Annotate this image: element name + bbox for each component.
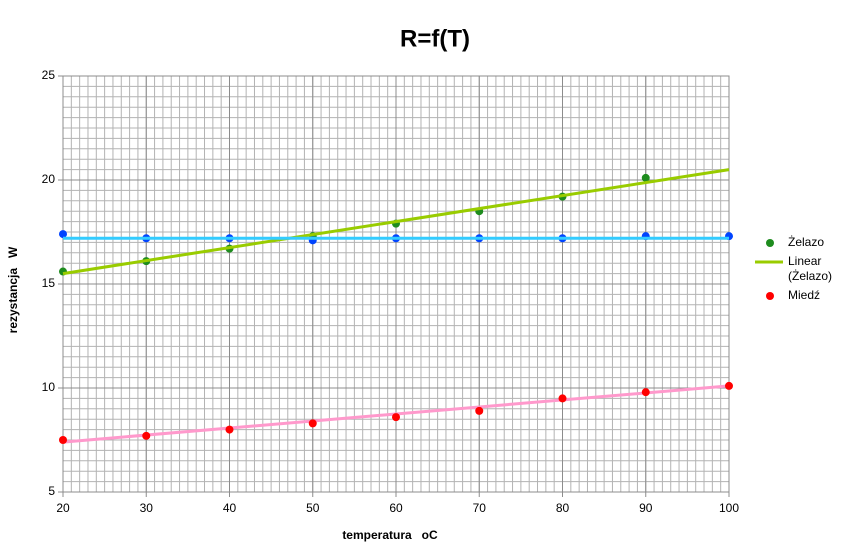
x-axis-label: temperatura oC — [342, 528, 438, 542]
x-tick-label: 50 — [306, 501, 320, 515]
legend-label: Miedź — [788, 288, 820, 302]
data-point — [59, 230, 67, 239]
y-axis-label: rezystancja W — [6, 246, 20, 333]
x-tick-label: 30 — [140, 501, 154, 515]
data-point — [225, 425, 234, 434]
data-point — [725, 381, 733, 390]
x-tick-label: 40 — [223, 501, 237, 515]
data-point — [558, 394, 567, 403]
y-tick-label: 5 — [48, 484, 55, 498]
data-point — [641, 388, 650, 397]
y-tick-label: 25 — [42, 68, 56, 82]
data-point — [308, 419, 317, 428]
x-tick-label: 80 — [556, 501, 570, 515]
y-tick-label: 15 — [42, 276, 56, 290]
x-tick-label: 20 — [56, 501, 70, 515]
data-point — [59, 436, 67, 444]
data-point — [392, 413, 400, 422]
x-tick-label: 90 — [639, 501, 653, 515]
chart-title: R=f(T) — [400, 25, 470, 52]
legend-label: Linear (Żelazo) — [788, 254, 832, 283]
data-point — [142, 431, 151, 440]
x-tick-label: 100 — [719, 501, 739, 515]
y-tick-label: 10 — [42, 380, 56, 394]
plot-frame — [62, 75, 730, 493]
data-point — [641, 173, 650, 182]
data-point — [475, 406, 484, 415]
legend-swatch — [766, 292, 774, 300]
legend-label: Żelazo — [788, 235, 824, 249]
x-tick-label: 70 — [473, 501, 487, 515]
x-tick-label: 60 — [389, 501, 403, 515]
y-tick-label: 20 — [42, 172, 56, 186]
trend-line — [62, 168, 730, 276]
legend-swatch — [766, 239, 774, 247]
